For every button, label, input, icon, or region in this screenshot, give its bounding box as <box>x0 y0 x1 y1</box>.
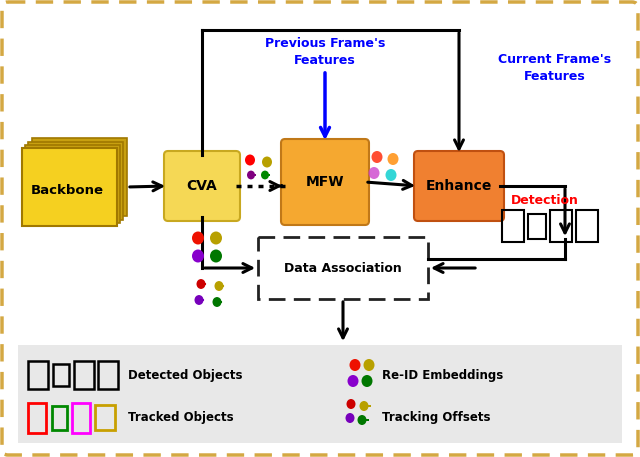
Bar <box>576 210 598 242</box>
Text: Enhance: Enhance <box>426 179 492 193</box>
Ellipse shape <box>195 295 204 305</box>
Bar <box>53 364 69 386</box>
FancyBboxPatch shape <box>164 151 240 221</box>
Ellipse shape <box>247 170 255 180</box>
Bar <box>550 210 572 242</box>
Ellipse shape <box>346 413 355 423</box>
FancyBboxPatch shape <box>414 151 504 221</box>
Bar <box>275 351 299 391</box>
Ellipse shape <box>262 156 272 168</box>
Text: Tracking Offsets: Tracking Offsets <box>382 411 490 425</box>
Bar <box>258 237 428 299</box>
Ellipse shape <box>245 154 255 165</box>
Ellipse shape <box>358 415 367 425</box>
Text: Previous Frame's
Features: Previous Frame's Features <box>265 37 385 67</box>
Bar <box>528 214 546 239</box>
Bar <box>502 210 524 242</box>
Bar <box>95 405 115 430</box>
Ellipse shape <box>196 279 205 289</box>
Bar <box>74 361 94 389</box>
Ellipse shape <box>210 250 222 262</box>
Text: Backbone: Backbone <box>31 184 104 197</box>
Ellipse shape <box>212 297 221 307</box>
Bar <box>28 403 46 433</box>
Bar <box>28 142 123 220</box>
Text: Detected Objects: Detected Objects <box>128 368 243 382</box>
Ellipse shape <box>210 232 222 244</box>
Ellipse shape <box>346 399 355 409</box>
Text: CVA: CVA <box>187 179 218 193</box>
FancyBboxPatch shape <box>281 139 369 225</box>
Ellipse shape <box>364 359 374 371</box>
Bar <box>25 145 120 223</box>
Bar <box>72 403 90 433</box>
Bar <box>32 138 127 216</box>
Ellipse shape <box>192 232 204 244</box>
Bar <box>361 357 385 385</box>
Ellipse shape <box>360 401 369 411</box>
Bar <box>22 148 117 226</box>
Ellipse shape <box>192 250 204 262</box>
Text: MFW: MFW <box>306 175 344 189</box>
Bar <box>331 351 355 391</box>
Ellipse shape <box>349 359 360 371</box>
Text: Detection: Detection <box>511 193 579 207</box>
Text: Current Frame's
Features: Current Frame's Features <box>499 53 612 83</box>
Ellipse shape <box>348 375 358 387</box>
Bar <box>305 357 325 385</box>
Bar <box>52 406 67 430</box>
Ellipse shape <box>387 153 399 165</box>
Ellipse shape <box>214 281 223 291</box>
Bar <box>98 361 118 389</box>
Ellipse shape <box>371 151 383 163</box>
Ellipse shape <box>261 170 269 180</box>
Ellipse shape <box>385 169 397 181</box>
Text: Data Association: Data Association <box>284 261 402 275</box>
Bar <box>28 361 48 389</box>
Bar <box>18 345 622 443</box>
Ellipse shape <box>369 167 380 179</box>
Text: Re-ID Embeddings: Re-ID Embeddings <box>382 368 503 382</box>
Text: Tracked Objects: Tracked Objects <box>128 411 234 425</box>
Ellipse shape <box>362 375 372 387</box>
